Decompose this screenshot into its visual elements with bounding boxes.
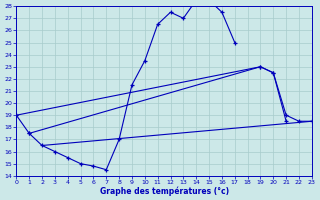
X-axis label: Graphe des températures (°c): Graphe des températures (°c) bbox=[100, 186, 229, 196]
